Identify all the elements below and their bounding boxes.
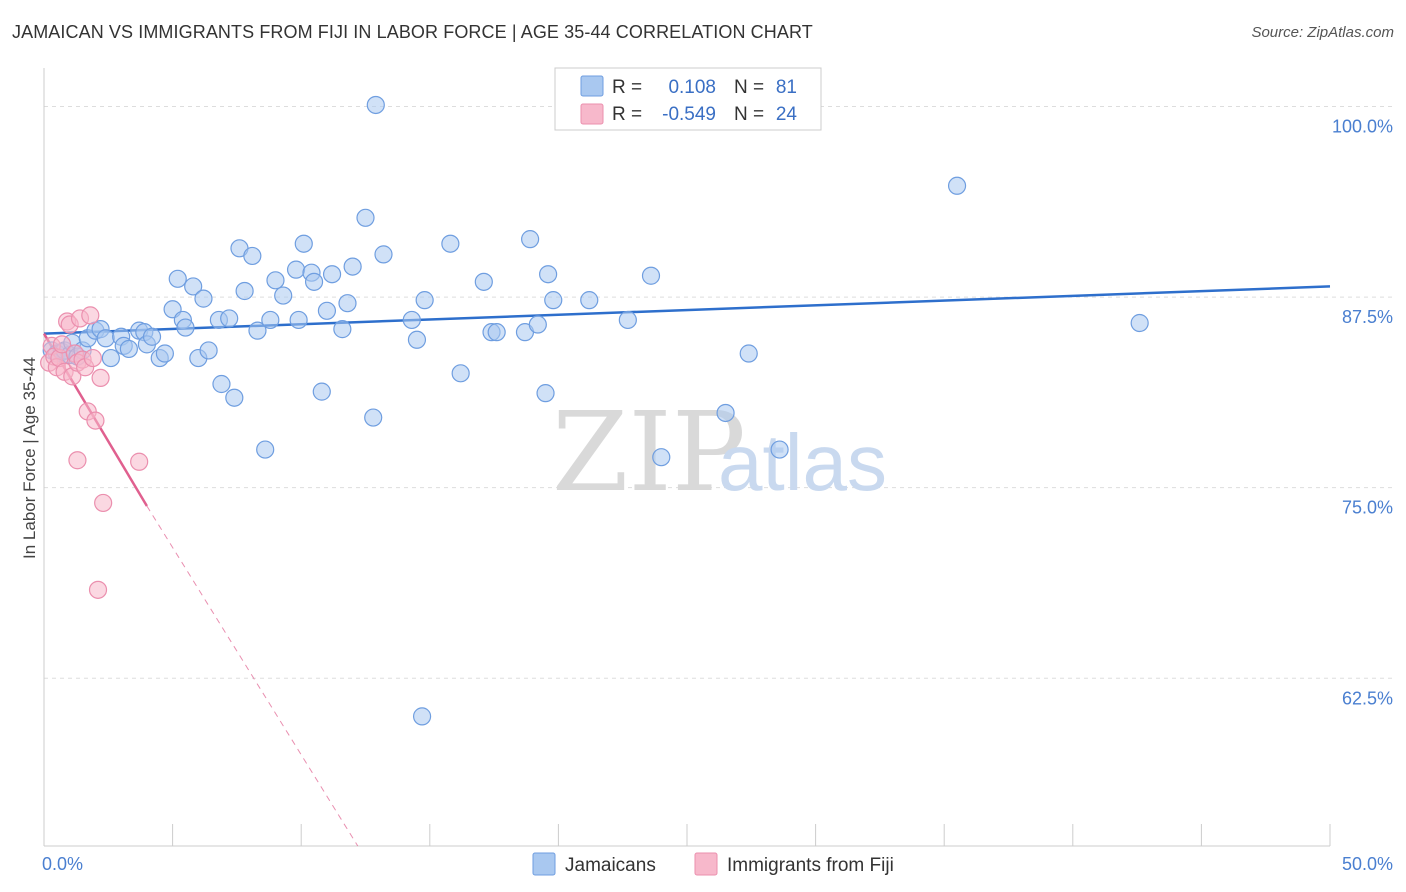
x-tick-label: 0.0% <box>42 854 83 874</box>
point-jamaicans <box>770 440 789 459</box>
y-tick-label: 100.0% <box>1332 116 1393 136</box>
point-jamaicans <box>521 230 540 249</box>
point-jamaicans <box>364 408 383 427</box>
trendlines <box>42 285 1331 847</box>
point-jamaicans <box>343 257 362 276</box>
legend-n-label-1: N = <box>734 77 764 98</box>
axes <box>43 68 1331 847</box>
point-jamaicans <box>142 327 162 346</box>
chart-title: JAMAICAN VS IMMIGRANTS FROM FIJI IN LABO… <box>12 22 813 42</box>
legend-swatch-jamaicans <box>580 75 604 97</box>
legend-n-label-2: N = <box>734 104 764 125</box>
point-fiji <box>52 335 72 354</box>
point-jamaicans <box>528 315 547 334</box>
point-jamaicans <box>168 269 187 288</box>
point-fiji <box>86 411 105 430</box>
point-jamaicans <box>304 272 324 291</box>
point-jamaicans <box>333 320 352 339</box>
legend-r-value-2: -0.549 <box>662 104 716 125</box>
source-label: Source: ZipAtlas.com <box>1251 24 1394 41</box>
point-jamaicans <box>155 344 174 363</box>
legend-swatch-fiji <box>580 103 604 125</box>
legend-n-value-1: 81 <box>776 77 797 98</box>
watermark: ZIP atlas <box>552 388 887 516</box>
point-jamaicans <box>539 265 558 284</box>
point-jamaicans <box>366 95 385 115</box>
point-jamaicans <box>652 448 671 467</box>
bottom-legend-jamaicans: Jamaicans <box>565 855 656 876</box>
y-axis-label: In Labor Force | Age 35-44 <box>20 357 39 559</box>
point-jamaicans <box>356 208 375 227</box>
point-jamaicans <box>618 310 637 330</box>
point-jamaicans <box>474 272 493 291</box>
legend-r-value-1: 0.108 <box>668 77 716 98</box>
point-jamaicans <box>266 271 285 290</box>
point-fiji <box>68 451 87 470</box>
point-jamaicans <box>441 234 460 253</box>
point-jamaicans <box>212 374 231 394</box>
bottom-legend-fiji: Immigrants from Fiji <box>727 855 894 876</box>
point-jamaicans <box>536 384 555 403</box>
y-tick-label: 62.5% <box>1342 688 1393 708</box>
point-fiji <box>94 493 113 513</box>
point-jamaicans <box>412 707 432 726</box>
point-jamaicans <box>294 234 313 253</box>
point-jamaicans <box>487 323 506 342</box>
point-jamaicans <box>317 301 337 320</box>
point-fiji <box>91 368 110 388</box>
watermark-zip: ZIP <box>552 388 746 516</box>
trendline-fiji-extension <box>146 505 359 847</box>
data-points <box>40 95 1149 726</box>
point-jamaicans <box>338 294 357 313</box>
point-fiji <box>81 306 100 325</box>
point-jamaicans <box>248 321 267 340</box>
correlation-legend: R = 0.108 N = 81 R = -0.549 N = 24 <box>554 67 822 131</box>
legend-r-label-1: R = <box>612 77 642 98</box>
point-fiji <box>88 580 108 599</box>
point-jamaicans <box>176 318 195 337</box>
point-jamaicans <box>101 348 120 368</box>
point-jamaicans <box>256 440 275 459</box>
bottom-legend-swatch-fiji <box>694 852 718 876</box>
point-jamaicans <box>289 310 308 330</box>
point-jamaicans <box>225 388 244 407</box>
point-jamaicans <box>716 403 735 423</box>
point-jamaicans <box>415 291 434 310</box>
point-jamaicans <box>274 286 293 305</box>
point-jamaicans <box>641 266 661 285</box>
series-legend: Jamaicans Immigrants from Fiji <box>532 852 894 876</box>
point-jamaicans <box>235 281 254 301</box>
point-jamaicans <box>451 364 470 383</box>
point-jamaicans <box>407 330 427 349</box>
point-jamaicans <box>199 341 218 360</box>
y-tick-label: 75.0% <box>1342 498 1393 518</box>
point-jamaicans <box>374 245 393 264</box>
legend-n-value-2: 24 <box>776 104 798 125</box>
point-jamaicans <box>119 339 138 359</box>
x-tick-label: 50.0% <box>1342 854 1393 874</box>
tick-labels: 100.0% 87.5% 75.0% 62.5% 0.0% 50.0% <box>42 116 1393 874</box>
point-jamaicans <box>580 291 599 310</box>
point-jamaicans <box>1130 313 1149 333</box>
point-jamaicans <box>96 329 115 348</box>
point-jamaicans <box>194 289 213 308</box>
point-fiji <box>130 452 149 471</box>
point-jamaicans <box>220 309 239 328</box>
point-jamaicans <box>184 277 203 296</box>
point-jamaicans <box>739 344 758 363</box>
point-jamaicans <box>243 246 262 266</box>
point-jamaicans <box>402 310 421 330</box>
bottom-legend-swatch-jamaicans <box>532 852 556 876</box>
point-jamaicans <box>544 291 563 310</box>
point-jamaicans <box>261 310 280 330</box>
legend-r-label-2: R = <box>612 104 642 125</box>
point-fiji <box>83 348 102 368</box>
point-jamaicans <box>947 176 967 195</box>
point-jamaicans <box>286 260 306 279</box>
watermark-atlas: atlas <box>718 418 887 507</box>
point-jamaicans <box>312 382 331 401</box>
y-tick-label: 87.5% <box>1342 307 1393 327</box>
point-jamaicans <box>322 265 342 284</box>
